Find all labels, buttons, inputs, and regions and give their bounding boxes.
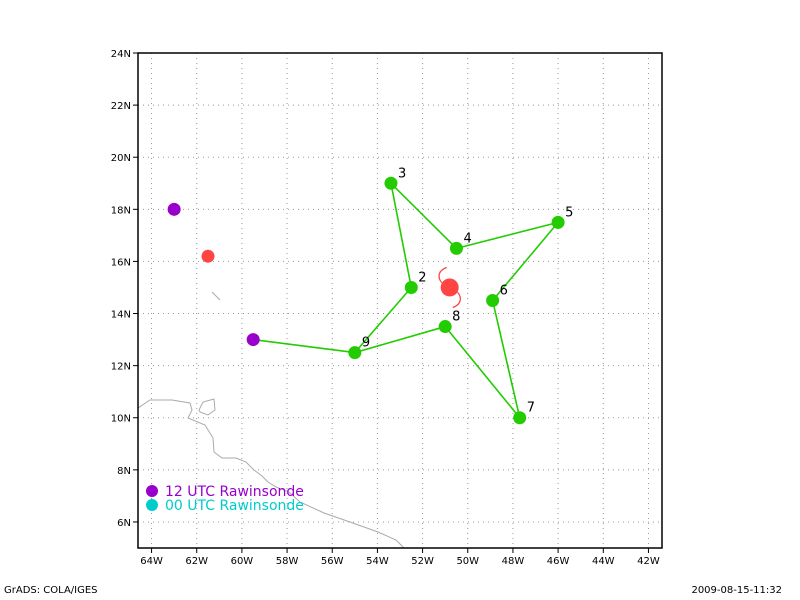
dropsonde-label: 2 xyxy=(418,270,426,285)
y-tick-label: 24N xyxy=(111,49,131,60)
rawinsonde-point xyxy=(246,333,260,347)
dropsonde-label: 7 xyxy=(527,401,535,416)
track-segment xyxy=(354,325,446,354)
dropsonde-label: 5 xyxy=(565,205,573,220)
storm-center xyxy=(440,278,459,297)
track-segment xyxy=(354,286,412,354)
x-tick-label: 42W xyxy=(637,556,660,567)
track-segment xyxy=(253,338,355,354)
dropsonde-point xyxy=(449,241,463,255)
dropsonde-point xyxy=(438,320,452,334)
dropsonde-label: 3 xyxy=(398,166,406,181)
x-tick-label: 48W xyxy=(502,556,525,567)
y-axis-ticks: 6N 8N 10N 12N 14N 16N 18N 20N 22N 24N xyxy=(111,49,138,529)
track-segment xyxy=(456,221,559,250)
x-tick-label: 62W xyxy=(185,556,208,567)
track-segment xyxy=(390,183,413,288)
y-tick-label: 10N xyxy=(111,414,131,425)
y-tick-label: 18N xyxy=(111,205,131,216)
track-segment xyxy=(390,182,458,249)
y-tick-label: 20N xyxy=(111,153,131,164)
x-tick-label: 54W xyxy=(366,556,389,567)
plot-frame xyxy=(137,52,663,549)
dropsonde-label: 8 xyxy=(452,310,460,325)
dropsonde-point xyxy=(513,411,527,425)
coastline-small-island xyxy=(211,291,221,301)
y-tick-label: 16N xyxy=(111,257,131,268)
x-tick-label: 46W xyxy=(547,556,570,567)
x-tick-label: 64W xyxy=(140,556,163,567)
coastlines xyxy=(138,291,405,548)
y-tick-label: 8N xyxy=(117,466,131,477)
dropsonde-point xyxy=(384,176,398,190)
y-tick-label: 14N xyxy=(111,310,131,321)
dropsonde-label: 9 xyxy=(362,336,370,351)
x-tick-label: 60W xyxy=(231,556,254,567)
legend-label: 12 UTC Rawinsonde xyxy=(165,484,304,500)
dropsonde-point xyxy=(486,294,500,307)
coastline-island xyxy=(198,398,216,416)
dropsonde-label: 4 xyxy=(463,231,471,246)
y-tick-label: 22N xyxy=(111,101,131,112)
track-segment xyxy=(444,326,521,419)
dropsonde-point xyxy=(348,346,362,360)
track-segment xyxy=(491,221,559,302)
rawinsonde-point xyxy=(201,249,215,263)
x-tick-label: 56W xyxy=(321,556,344,567)
x-tick-label: 44W xyxy=(592,556,615,567)
observation-markers: 2 3 4 5 6 7 8 9 xyxy=(167,166,573,425)
y-tick-label: 12N xyxy=(111,362,131,373)
y-tick-label: 6N xyxy=(117,518,131,529)
footer-credit: GrADS: COLA/IGES xyxy=(4,585,98,596)
track-segment xyxy=(491,300,521,418)
legend-marker xyxy=(146,499,158,511)
storm-symbol xyxy=(438,266,461,309)
legend-label: 00 UTC Rawinsonde xyxy=(165,498,304,514)
dropsonde-point xyxy=(404,280,418,294)
x-tick-label: 50W xyxy=(456,556,479,567)
x-tick-label: 52W xyxy=(411,556,434,567)
dropsonde-label: 6 xyxy=(500,284,508,299)
dropsonde-point xyxy=(551,215,565,229)
rawinsonde-point xyxy=(167,202,181,216)
footer-timestamp: 2009-08-15-11:32 xyxy=(691,585,782,596)
flight-track xyxy=(253,182,559,419)
legend-marker xyxy=(146,485,158,497)
coastline-south-america xyxy=(138,399,405,548)
x-axis-ticks: 64W 62W 60W 58W 56W 54W 52W 50W 48W 46W 44W 42W xyxy=(140,548,660,567)
x-tick-label: 58W xyxy=(276,556,299,567)
